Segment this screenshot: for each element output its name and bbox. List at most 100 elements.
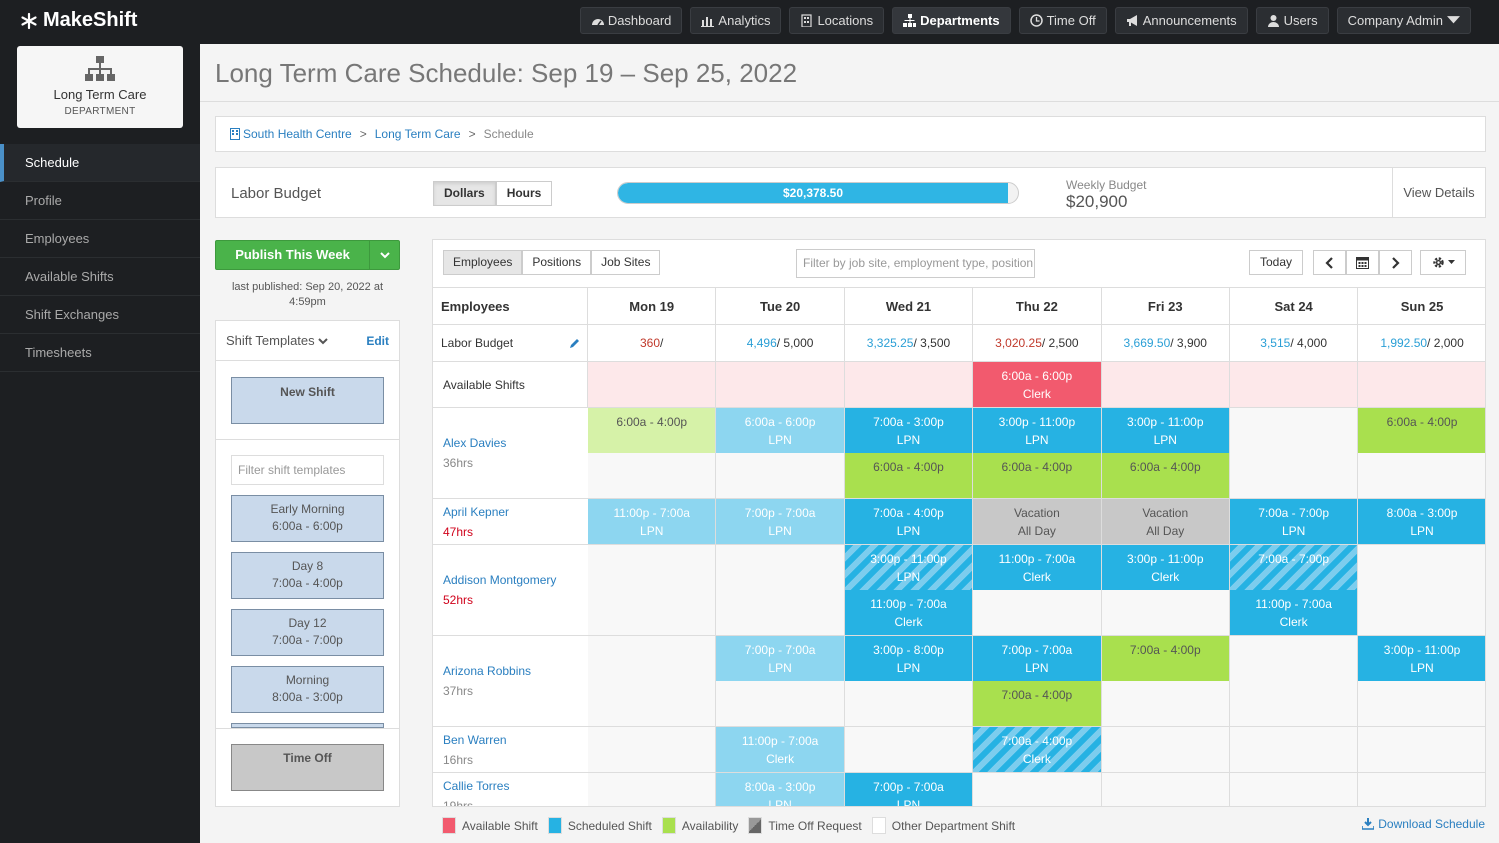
shift-block[interactable]: 8:00a - 3:00p LPN [1358, 499, 1485, 544]
shift-block[interactable]: 3:00p - 11:00p LPN [973, 408, 1101, 453]
day-budget-cell[interactable]: 360 / [588, 325, 717, 361]
schedule-cell[interactable]: 11:00p - 7:00a Clerk [973, 545, 1102, 635]
schedule-cell[interactable] [1101, 727, 1230, 772]
nav-locations[interactable]: Locations [789, 7, 885, 34]
settings-dropdown[interactable] [1420, 250, 1466, 275]
shift-block[interactable]: 6:00a - 6:00p LPN [716, 408, 844, 453]
nav-analytics[interactable]: Analytics [690, 7, 782, 34]
schedule-cell[interactable] [716, 545, 845, 635]
shift-template[interactable]: Early Morning 6:00a - 6:00p [231, 495, 384, 542]
nav-announcements[interactable]: Announcements [1114, 7, 1248, 34]
schedule-cell[interactable]: 7:00p - 7:00a LPN [844, 773, 974, 806]
schedule-cell[interactable]: Vacation All Day [973, 499, 1102, 544]
shift-block[interactable]: 11:00p - 7:00a Clerk [844, 590, 973, 635]
schedule-cell[interactable] [1229, 636, 1359, 726]
schedule-cell[interactable]: 11:00p - 7:00a Clerk [716, 727, 845, 772]
tab-employees[interactable]: Employees [443, 250, 523, 275]
sidebar-item-timesheets[interactable]: Timesheets [0, 334, 200, 372]
schedule-cell[interactable]: 3:00p - 11:00p LPN 6:00a - 4:00p [1101, 408, 1230, 498]
employee-name[interactable]: Callie Torres [443, 778, 510, 793]
hours-toggle[interactable]: Hours [495, 181, 553, 206]
sidebar-item-profile[interactable]: Profile [0, 182, 200, 220]
schedule-cell[interactable] [588, 545, 717, 635]
shift-block[interactable]: 8:00a - 3:00p LPN [716, 773, 844, 806]
schedule-cell[interactable] [588, 636, 717, 726]
pencil-icon[interactable] [569, 337, 581, 349]
schedule-cell[interactable] [1101, 773, 1230, 806]
next-week-button[interactable] [1379, 250, 1412, 275]
employee-name[interactable]: April Kepner [443, 504, 510, 519]
schedule-cell[interactable] [1229, 773, 1359, 806]
department-card[interactable]: Long Term Care DEPARTMENT [17, 46, 183, 128]
schedule-cell[interactable] [1358, 727, 1485, 772]
schedule-cell[interactable] [1358, 773, 1485, 806]
sidebar-item-shift-exchanges[interactable]: Shift Exchanges [0, 296, 200, 334]
schedule-cell[interactable]: 8:00a - 3:00p LPN [1358, 499, 1485, 544]
shift-block[interactable]: 11:00p - 7:00a Clerk [973, 545, 1101, 590]
shift-block[interactable]: 11:00p - 7:00a LPN [588, 499, 716, 544]
sidebar-item-employees[interactable]: Employees [0, 220, 200, 258]
schedule-cell[interactable]: 7:00a - 4:00p [1101, 636, 1230, 726]
schedule-cell[interactable]: 3:00p - 11:00p LPN 6:00a - 4:00p [973, 408, 1102, 498]
shift-block[interactable]: 6:00a - 4:00p [1101, 453, 1229, 498]
schedule-cell[interactable]: Vacation All Day [1101, 499, 1230, 544]
nav-departments[interactable]: Departments [892, 7, 1011, 34]
shift-block[interactable]: 11:00p - 7:00a Clerk [1229, 590, 1358, 635]
app-logo[interactable]: MakeShift [20, 9, 137, 32]
shift-block[interactable]: 7:00a - 3:00p LPN [844, 408, 973, 453]
shift-block[interactable]: Vacation All Day [973, 499, 1101, 544]
shift-block[interactable]: 7:00p - 7:00a LPN [973, 636, 1101, 681]
day-budget-cell[interactable]: 4,496 / 5,000 [716, 325, 845, 361]
schedule-cell[interactable]: 7:00a - 7:00p LPN [1229, 499, 1359, 544]
tab-positions[interactable]: Positions [522, 250, 592, 275]
day-budget-cell[interactable]: 3,669.50 / 3,900 [1102, 325, 1230, 361]
available-shift[interactable]: 6:00a - 6:00p Clerk [973, 362, 1101, 407]
nav-users[interactable]: Users [1255, 7, 1329, 34]
shift-block[interactable]: 7:00p - 7:00a LPN [716, 636, 844, 681]
available-shift-cell[interactable] [716, 362, 845, 407]
edit-templates-link[interactable]: Edit [366, 333, 389, 348]
shift-block[interactable]: 7:00p - 7:00a LPN [716, 499, 844, 544]
shift-block[interactable]: 3:00p - 8:00p LPN [844, 636, 973, 681]
sidebar-item-schedule[interactable]: Schedule [0, 144, 200, 182]
schedule-cell[interactable]: 3:00p - 11:00p LPN [1358, 636, 1485, 726]
schedule-cell[interactable] [588, 773, 717, 806]
shift-templates-title[interactable]: Shift Templates [226, 333, 328, 348]
shift-template[interactable]: Day 12 7:00a - 7:00p [231, 609, 384, 656]
shift-template[interactable] [231, 723, 384, 728]
shift-block[interactable]: 3:00p - 11:00p LPN [844, 545, 973, 590]
employee-name[interactable]: Alex Davies [443, 436, 507, 450]
shift-block[interactable]: 3:00p - 11:00p LPN [1101, 408, 1229, 453]
schedule-cell[interactable]: 3:00p - 11:00p LPN 11:00p - 7:00a Clerk [844, 545, 974, 635]
view-details-button[interactable]: View Details [1392, 168, 1485, 217]
schedule-cell[interactable] [1229, 727, 1359, 772]
nav-company-admin[interactable]: Company Admin [1336, 7, 1471, 34]
day-budget-cell[interactable]: 3,325.25 / 3,500 [845, 325, 974, 361]
nav-dashboard[interactable]: Dashboard [579, 7, 683, 34]
dollars-toggle[interactable]: Dollars [433, 181, 496, 206]
schedule-cell[interactable] [844, 727, 974, 772]
shift-block[interactable]: 7:00a - 4:00p Clerk [973, 727, 1101, 772]
shift-block[interactable]: 7:00a - 4:00p [1101, 636, 1229, 681]
schedule-cell[interactable]: 7:00a - 7:00p 11:00p - 7:00a Clerk [1229, 545, 1359, 635]
today-button[interactable]: Today [1249, 250, 1303, 275]
shift-block[interactable]: 6:00a - 4:00p [588, 408, 716, 453]
publish-week-button[interactable]: Publish This Week [235, 247, 350, 262]
shift-block[interactable]: 7:00a - 7:00p [1229, 545, 1358, 590]
employee-name[interactable]: Arizona Robbins [443, 664, 532, 678]
employee-name[interactable]: Ben Warren [443, 732, 507, 747]
prev-week-button[interactable] [1313, 250, 1346, 275]
new-shift-template[interactable]: New Shift [231, 377, 384, 424]
employee-name[interactable]: Addison Montgomery [443, 573, 557, 587]
available-shift-cell[interactable]: 6:00a - 6:00p Clerk [973, 362, 1102, 407]
schedule-cell[interactable]: 7:00p - 7:00a LPN [716, 499, 845, 544]
shift-block[interactable]: 6:00a - 4:00p [1358, 408, 1485, 453]
schedule-cell[interactable]: 7:00p - 7:00a LPN 7:00a - 4:00p [973, 636, 1102, 726]
tab-job-sites[interactable]: Job Sites [591, 250, 661, 275]
schedule-cell[interactable]: 3:00p - 8:00p LPN [844, 636, 974, 726]
shift-block[interactable]: 7:00a - 4:00p LPN [844, 499, 973, 544]
schedule-cell[interactable]: 6:00a - 4:00p [588, 408, 717, 498]
publish-dropdown-toggle[interactable] [369, 241, 399, 269]
shift-block[interactable]: 7:00p - 7:00a LPN [844, 773, 973, 806]
schedule-cell[interactable]: 6:00a - 4:00p [1358, 408, 1485, 498]
